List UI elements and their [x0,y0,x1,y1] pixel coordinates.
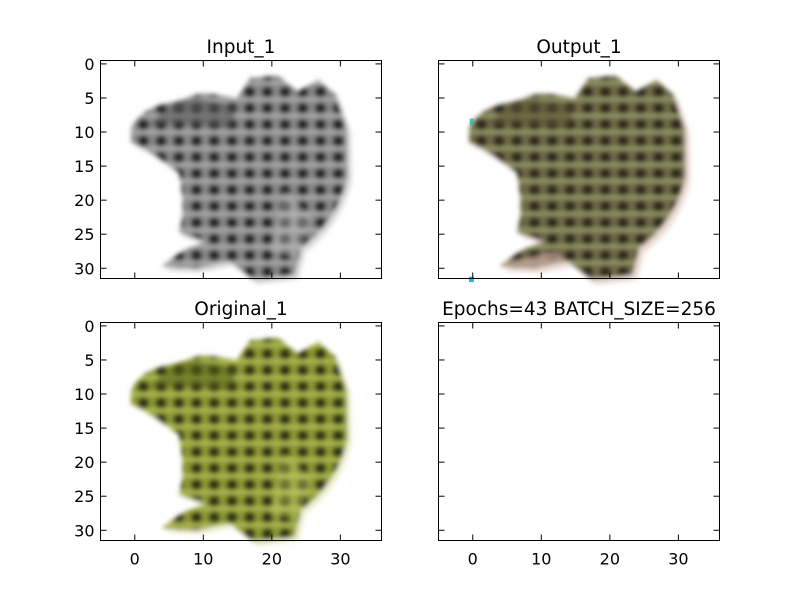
ticks-original: 0 10 20 30 0 5 10 15 20 25 30 [74,317,382,569]
xtick-label: 10 [531,550,551,569]
panel-original: Original_1 [100,299,382,547]
ticks-empty: 0 10 20 30 [438,322,720,569]
ytick-label: 15 [74,419,94,438]
xtick-label: 0 [130,550,140,569]
ytick-label: 5 [84,351,94,370]
axis-ticks: 0 5 10 15 20 25 30 0 10 20 30 0 5 10 15 20 25 30 0 10 20 30 [74,55,720,569]
ytick-label: 0 [84,55,94,74]
ticks-output [438,60,720,279]
axes-frame-original [100,322,382,541]
ytick-label: 25 [74,225,94,244]
panel-title-empty: Epochs=43 BATCH_SIZE=256 [442,299,716,320]
frog-image-original [131,337,352,547]
xtick-label: 10 [193,550,213,569]
ytick-label: 5 [84,89,94,108]
panel-output: Output_1 [438,37,720,285]
ticks-input: 0 5 10 15 20 25 30 [74,55,382,279]
ytick-label: 15 [74,157,94,176]
ytick-label: 30 [74,521,94,540]
xtick-label: 20 [262,550,282,569]
frog-image-output [469,75,691,285]
ytick-label: 20 [74,453,94,472]
axes-frame-output [438,60,720,279]
ytick-label: 10 [74,123,94,142]
xtick-label: 30 [668,550,688,569]
ytick-label: 0 [84,317,94,336]
ytick-label: 20 [74,191,94,210]
xtick-label: 0 [468,550,478,569]
xtick-label: 30 [330,550,350,569]
panel-input: Input_1 [100,37,382,285]
ytick-label: 25 [74,487,94,506]
axes-frame-input [100,60,382,279]
xtick-label: 20 [600,550,620,569]
frog-image-input [131,75,352,285]
ytick-label: 30 [74,259,94,278]
ytick-label: 10 [74,385,94,404]
panel-title-input: Input_1 [207,37,276,58]
panel-title-original: Original_1 [194,299,287,320]
axes-frame-empty [438,322,720,541]
panel-empty: Epochs=43 BATCH_SIZE=256 [438,299,720,541]
panel-title-output: Output_1 [536,37,621,58]
